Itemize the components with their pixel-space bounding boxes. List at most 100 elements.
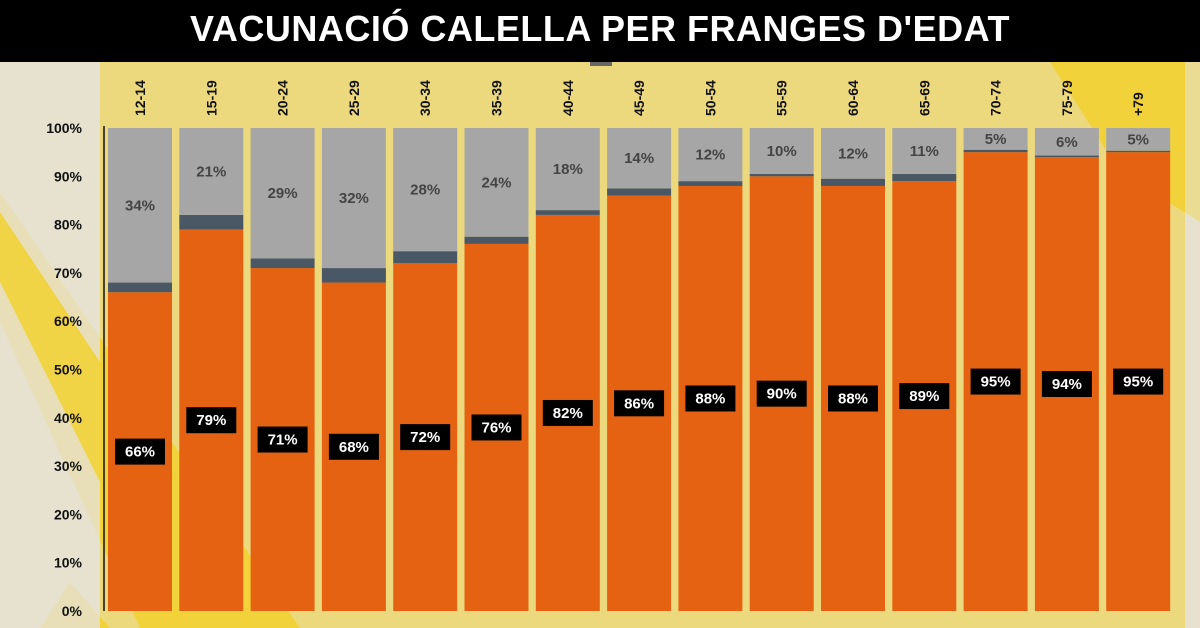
bar-partial (678, 181, 743, 186)
data-label-vaccinated: 94% (1052, 376, 1082, 393)
y-tick-label: 80% (54, 217, 83, 233)
y-tick-label: 40% (54, 410, 83, 426)
bar-unvaccinated (250, 128, 315, 259)
category-label: 25-29 (346, 80, 362, 116)
category-label: 55-59 (774, 80, 790, 116)
category-label: 65-69 (916, 80, 932, 116)
data-label-box (828, 385, 878, 412)
bar-unvaccinated (179, 128, 244, 215)
data-label-box (471, 414, 522, 441)
bar-unvaccinated (464, 128, 529, 237)
title-bar (0, 0, 1200, 62)
bar-partial (892, 173, 957, 182)
category-label: 15-19 (203, 80, 219, 116)
data-label-box (970, 368, 1021, 395)
y-tick-label: 100% (46, 120, 82, 136)
data-label-box (1113, 368, 1164, 395)
data-label-vaccinated: 66% (125, 444, 155, 461)
data-label-box (328, 433, 379, 460)
bar-partial (179, 214, 244, 230)
data-label-unvaccinated: 5% (985, 131, 1007, 148)
data-label-box (400, 424, 451, 451)
data-label-vaccinated: 79% (196, 412, 226, 429)
y-tick-label: 20% (54, 506, 83, 522)
data-label-box (257, 426, 308, 453)
data-label-vaccinated: 88% (695, 390, 725, 407)
bar-unvaccinated (892, 128, 957, 174)
data-label-box (1041, 370, 1092, 397)
data-label-vaccinated: 68% (339, 439, 369, 456)
bar-partial (821, 178, 885, 186)
data-label-vaccinated: 89% (909, 388, 939, 405)
bar-unvaccinated (607, 128, 672, 189)
data-label-unvaccinated: 10% (767, 143, 797, 160)
category-label: 40-44 (560, 80, 576, 116)
chart-title: VACUNACIÓ CALELLA PER FRANGES D'EDAT (190, 8, 1010, 49)
bar-unvaccinated (321, 128, 386, 269)
category-label: 20-24 (275, 80, 291, 116)
data-label-unvaccinated: 12% (838, 145, 868, 162)
data-label-box (756, 380, 807, 407)
category-label: 70-74 (988, 80, 1004, 116)
data-label-vaccinated: 95% (981, 374, 1011, 391)
bar-unvaccinated (678, 128, 743, 182)
bar-unvaccinated (963, 128, 1028, 150)
data-label-unvaccinated: 11% (910, 143, 939, 160)
background-yellow-band (0, 212, 100, 482)
background-tab-mark (590, 62, 612, 66)
data-label-unvaccinated: 6% (1056, 134, 1078, 151)
data-label-unvaccinated: 12% (695, 147, 725, 164)
data-label-box (614, 390, 665, 417)
data-label-unvaccinated: 18% (553, 161, 583, 178)
data-label-box (186, 407, 237, 434)
data-label-box (542, 399, 593, 426)
bar-unvaccinated (1106, 128, 1171, 151)
data-label-vaccinated: 86% (624, 395, 654, 412)
data-label-box (115, 438, 165, 465)
bar-partial (250, 258, 315, 269)
data-label-vaccinated: 82% (553, 405, 583, 422)
y-tick-label: 90% (54, 168, 83, 184)
bar-unvaccinated (1034, 128, 1099, 156)
category-label: 75-79 (1059, 80, 1075, 116)
data-label-vaccinated: 88% (838, 390, 868, 407)
bar-unvaccinated (393, 128, 458, 252)
data-label-vaccinated: 76% (481, 419, 511, 436)
data-label-vaccinated: 72% (410, 429, 440, 446)
bar-unvaccinated (749, 128, 814, 174)
y-tick-label: 60% (54, 313, 83, 329)
category-label: 60-64 (845, 80, 861, 116)
y-tick-label: 10% (54, 555, 83, 571)
background-right-strip (1185, 62, 1200, 628)
data-label-unvaccinated: 29% (268, 185, 298, 202)
data-label-unvaccinated: 34% (125, 197, 155, 214)
category-label: 50-54 (702, 80, 718, 116)
bar-unvaccinated (535, 128, 600, 211)
data-label-box (899, 383, 950, 410)
data-label-unvaccinated: 32% (339, 190, 369, 207)
category-label: +79 (1130, 92, 1146, 116)
bar-partial (1034, 155, 1099, 157)
y-tick-label: 0% (62, 603, 83, 619)
bar-partial (749, 173, 814, 177)
bar-partial (535, 210, 600, 215)
bar-partial (1106, 150, 1171, 153)
bar-partial (108, 282, 172, 293)
bar-partial (464, 236, 529, 244)
data-label-unvaccinated: 21% (196, 163, 226, 180)
bar-partial (963, 149, 1028, 153)
data-label-unvaccinated: 24% (481, 174, 511, 191)
bar-partial (607, 188, 672, 196)
bar-unvaccinated (108, 128, 172, 283)
data-label-unvaccinated: 28% (410, 182, 440, 199)
category-label: 45-49 (631, 80, 647, 116)
y-tick-label: 50% (54, 362, 83, 378)
data-label-vaccinated: 90% (767, 386, 797, 403)
y-tick-label: 70% (54, 265, 83, 281)
bar-unvaccinated (821, 128, 885, 179)
data-label-unvaccinated: 14% (624, 150, 654, 167)
data-label-vaccinated: 71% (268, 432, 298, 449)
bar-partial (393, 251, 458, 264)
y-tick-label: 30% (54, 458, 83, 474)
